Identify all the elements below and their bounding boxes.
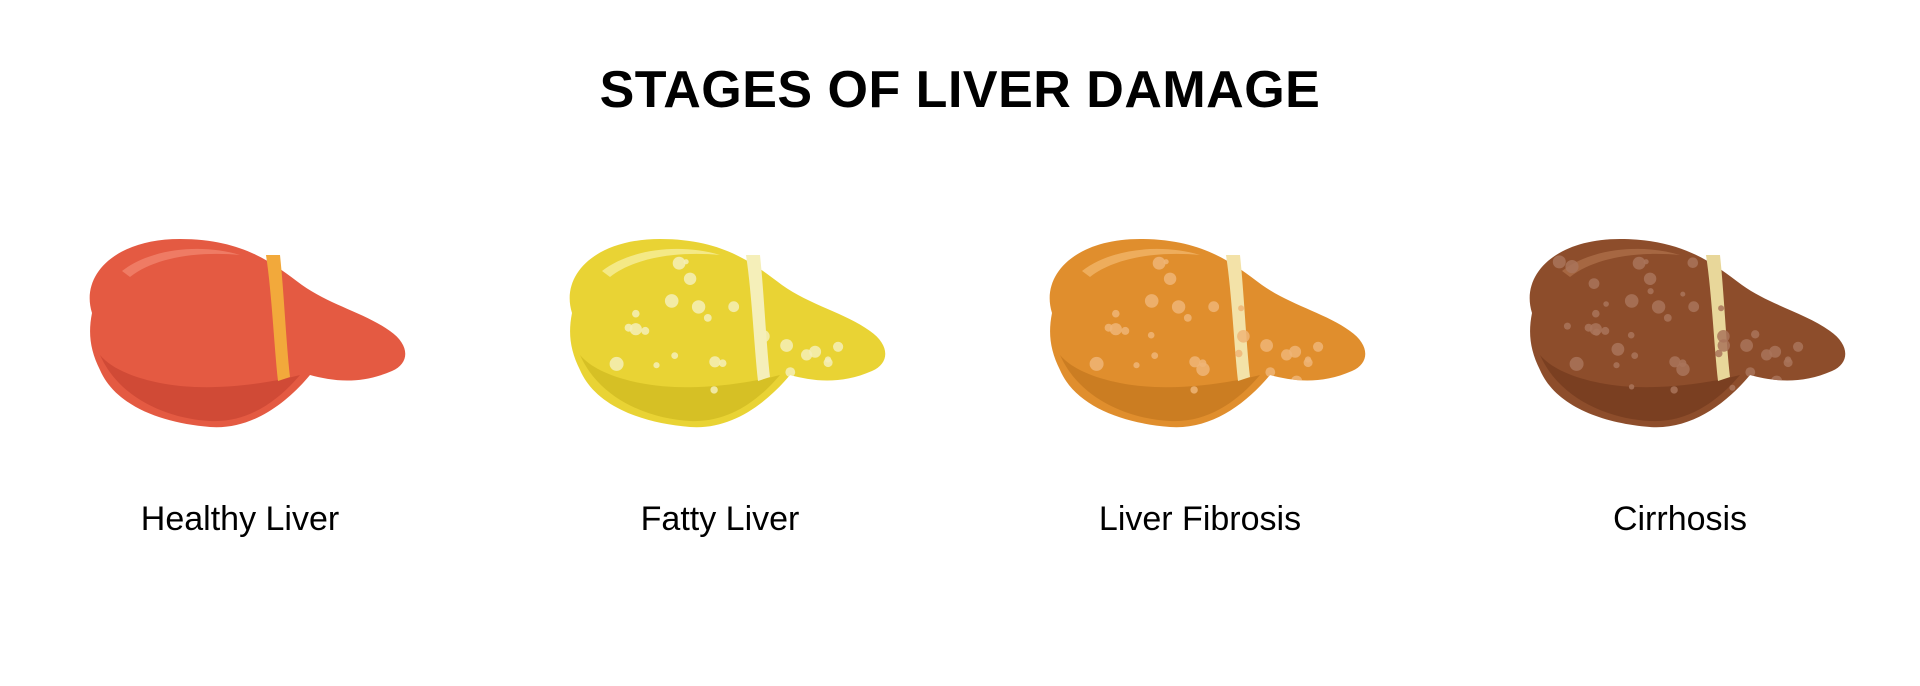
stage-fibrosis: Liver Fibrosis (1010, 190, 1390, 539)
liver-icon (1500, 205, 1860, 455)
stage-label: Fatty Liver (641, 500, 800, 539)
stage-cirrhosis: Cirrhosis (1490, 190, 1870, 539)
stage-label: Liver Fibrosis (1099, 500, 1301, 539)
liver-icon (1020, 205, 1380, 455)
liver-illustration (50, 190, 430, 470)
stage-healthy: Healthy Liver (50, 190, 430, 539)
stages-row: Healthy Liver Fatty Liver Liver Fibrosis… (50, 190, 1870, 539)
liver-icon (60, 205, 420, 455)
stage-fatty: Fatty Liver (530, 190, 910, 539)
liver-illustration (530, 190, 910, 470)
liver-illustration (1490, 190, 1870, 470)
stage-label: Cirrhosis (1613, 500, 1747, 539)
stage-label: Healthy Liver (141, 500, 339, 539)
liver-illustration (1010, 190, 1390, 470)
liver-icon (540, 205, 900, 455)
page-title: STAGES OF LIVER DAMAGE (600, 60, 1321, 120)
